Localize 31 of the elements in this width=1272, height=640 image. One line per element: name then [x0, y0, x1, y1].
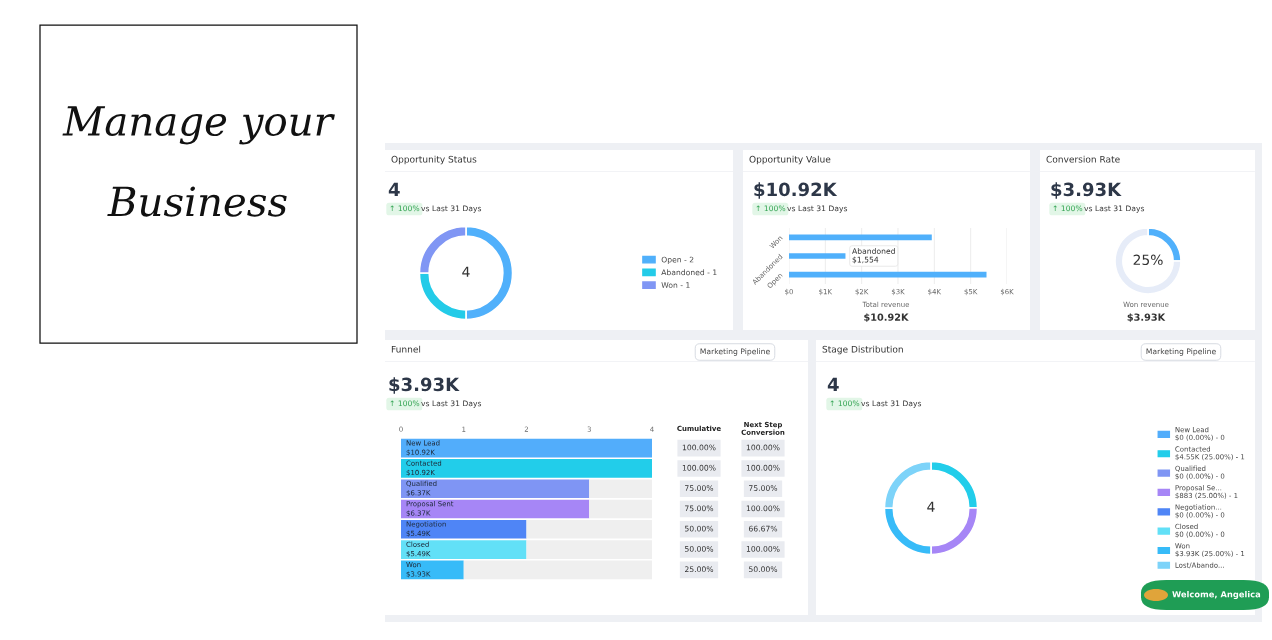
text: 4: [388, 182, 400, 196]
chart-title: Opportunity Status: [391, 155, 477, 165]
bar: [401, 438, 652, 458]
text: Manage your: [62, 106, 335, 145]
bar: [789, 253, 846, 259]
text: $3.93K: [389, 377, 460, 394]
chart-title: Conversion Rate: [1046, 155, 1120, 163]
bar: [589, 499, 652, 519]
chart-title: Stage Distribution: [822, 345, 903, 355]
bar: [401, 560, 464, 580]
bar: [589, 479, 652, 499]
bar: [401, 519, 527, 539]
text: 4: [462, 266, 470, 277]
bar: [789, 271, 987, 278]
bar: [401, 479, 590, 499]
bar: [401, 499, 590, 519]
bar: [401, 459, 652, 478]
text: Business: [107, 186, 287, 217]
bar: [463, 560, 652, 580]
text: $10.92K: [864, 313, 909, 323]
chart-title: Opportunity Value: [749, 155, 831, 165]
chart-title: Funnel: [391, 345, 421, 353]
text: 4: [827, 377, 839, 391]
donut-slice: [1114, 227, 1182, 295]
text: $10.92K: [754, 182, 838, 199]
text: $3.93K: [1127, 313, 1166, 323]
text: 4: [927, 501, 935, 512]
text: Welcome, Angelica: [1172, 590, 1261, 600]
bar: [401, 540, 527, 559]
text: 25%: [1133, 254, 1163, 266]
text: $3.93K: [1051, 182, 1122, 199]
